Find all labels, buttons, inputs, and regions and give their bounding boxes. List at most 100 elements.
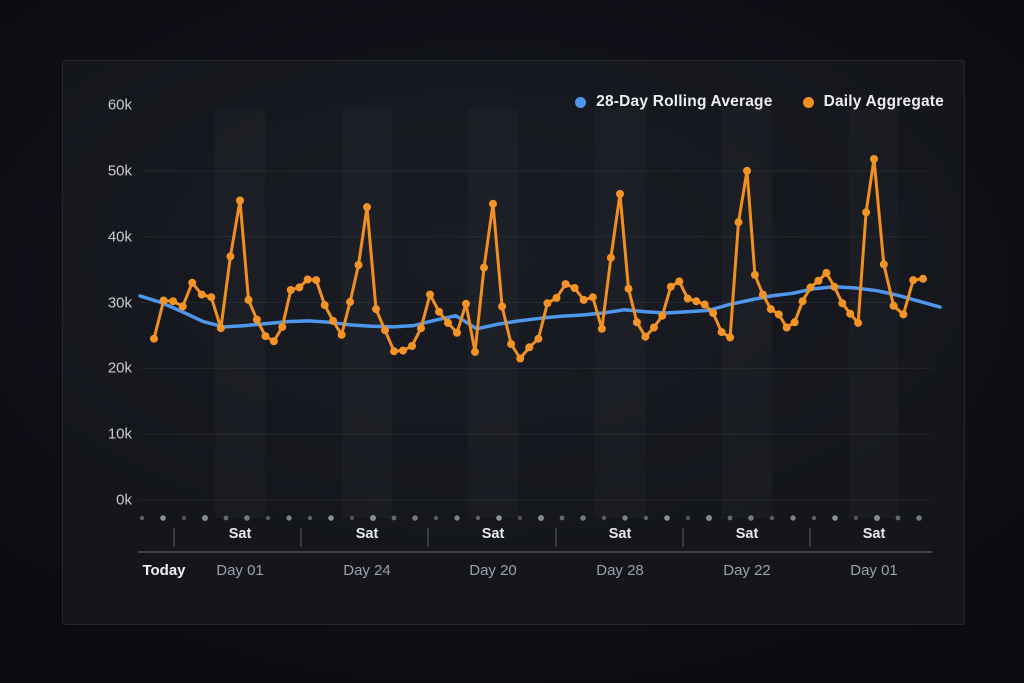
daily-data-point[interactable] [381,326,389,335]
daily-data-point[interactable] [543,299,552,308]
daily-data-point[interactable] [806,283,815,292]
daily-data-point[interactable] [207,293,216,302]
daily-data-point[interactable] [480,263,488,272]
daily-data-point[interactable] [216,324,225,333]
timeline-dot [727,515,733,521]
daily-data-point[interactable] [320,301,329,310]
daily-data-point[interactable] [743,166,751,175]
daily-data-point[interactable] [632,318,641,327]
daily-data-point[interactable] [597,324,606,333]
daily-data-point[interactable] [252,315,261,324]
daily-data-point[interactable] [822,268,831,277]
daily-data-point[interactable] [909,276,918,285]
daily-data-point[interactable] [295,283,304,292]
daily-data-point[interactable] [570,284,579,292]
daily-data-point[interactable] [329,316,338,325]
daily-data-point[interactable] [854,318,863,327]
daily-data-point[interactable] [734,218,743,227]
daily-data-point[interactable] [579,295,588,304]
daily-data-point[interactable] [312,276,321,285]
daily-data-point[interactable] [169,297,178,306]
daily-data-point[interactable] [588,293,597,302]
daily-data-point[interactable] [286,286,295,294]
daily-data-point[interactable] [862,208,871,217]
daily-data-point[interactable] [462,299,470,308]
daily-data-point[interactable] [870,155,878,163]
daily-data-point[interactable] [658,311,667,320]
daily-data-point[interactable] [372,305,380,314]
daily-data-point[interactable] [717,328,726,337]
daily-data-point[interactable] [814,276,823,285]
daily-data-point[interactable] [408,342,416,350]
y-axis-label-20k: 20k [107,359,132,377]
daily-data-point[interactable] [830,282,839,291]
daily-data-point[interactable] [346,297,355,306]
legend-item-rolling-average[interactable]: 28-Day Rolling Average [575,93,772,111]
daily-data-point[interactable] [790,318,799,327]
daily-data-point[interactable] [561,280,570,289]
daily-data-point[interactable] [683,294,692,303]
daily-data-point[interactable] [354,261,363,269]
daily-data-point[interactable] [726,333,735,342]
daily-data-point[interactable] [516,354,525,363]
daily-data-point[interactable] [750,270,759,279]
daily-data-point[interactable] [197,290,206,299]
daily-data-point[interactable] [798,297,807,306]
daily-data-point[interactable] [649,323,658,332]
daily-data-point[interactable] [507,340,516,348]
daily-data-point[interactable] [278,322,287,331]
daily-aggregate-line[interactable] [152,157,925,360]
daily-data-point[interactable] [261,332,270,341]
daily-data-point[interactable] [616,189,624,198]
daily-data-point[interactable] [758,290,767,299]
daily-data-point[interactable] [838,299,847,308]
daily-data-point[interactable] [159,296,168,305]
daily-data-point[interactable] [498,302,507,311]
daily-data-point[interactable] [534,334,543,343]
daily-data-point[interactable] [303,275,312,284]
daily-data-point[interactable] [390,347,398,356]
daily-data-point[interactable] [606,253,615,262]
daily-data-point[interactable] [700,300,709,309]
daily-data-point[interactable] [417,324,425,333]
daily-data-point[interactable] [846,309,855,318]
rolling-average-line[interactable] [138,284,942,331]
daily-data-point[interactable] [269,337,278,346]
daily-data-point[interactable] [899,310,908,319]
daily-data-point[interactable] [782,323,791,332]
daily-data-point[interactable] [444,318,452,327]
daily-data-point[interactable] [692,297,701,306]
daily-data-point[interactable] [919,274,927,283]
daily-data-point[interactable] [178,302,187,311]
daily-data-point[interactable] [879,260,888,269]
daily-data-point[interactable] [709,309,718,317]
daily-data-point[interactable] [641,332,650,341]
daily-data-point[interactable] [489,199,497,208]
y-axis-label-0k: 0k [116,491,132,509]
daily-data-point[interactable] [226,252,235,261]
daily-data-point[interactable] [624,284,633,293]
daily-data-point[interactable] [426,290,434,299]
daily-data-point[interactable] [435,307,443,316]
daily-data-point[interactable] [471,347,479,356]
daily-data-point[interactable] [525,343,534,352]
daily-data-point[interactable] [399,346,407,355]
legend-item-daily-aggregate[interactable]: Daily Aggregate [802,93,944,111]
daily-data-point[interactable] [244,295,253,304]
timeline-dot [244,515,250,521]
daily-data-point[interactable] [666,282,675,291]
daily-data-point[interactable] [363,203,371,212]
daily-data-point[interactable] [453,328,461,337]
daily-data-point[interactable] [552,293,561,302]
daily-data-point[interactable] [337,330,346,339]
today-label[interactable]: Today [142,562,186,579]
daily-data-point[interactable] [188,278,197,287]
daily-data-point[interactable] [675,277,684,286]
sat-label-1: Sat [228,526,252,542]
daily-data-point[interactable] [236,196,244,205]
daily-data-point[interactable] [774,310,783,319]
daily-data-point[interactable] [889,301,898,310]
daily-data-point[interactable] [150,334,158,343]
daily-data-point[interactable] [766,305,775,314]
